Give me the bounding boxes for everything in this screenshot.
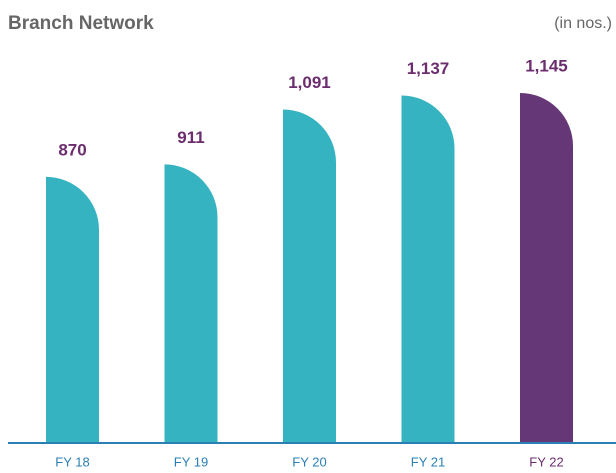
value-label: 870 xyxy=(58,140,86,159)
bar xyxy=(46,176,99,442)
x-tick-label: FY 22 xyxy=(529,454,563,469)
bar xyxy=(164,164,218,442)
x-tick-label: FY 19 xyxy=(174,454,208,469)
x-tick-label: FY 18 xyxy=(55,454,89,469)
value-label: 911 xyxy=(177,128,204,147)
unit-label: (in nos.) xyxy=(554,15,612,32)
value-label: 1,091 xyxy=(288,73,331,92)
x-tick-label: FY 21 xyxy=(411,454,445,469)
value-label: 1,145 xyxy=(525,56,568,75)
x-tick-label: FY 20 xyxy=(292,454,326,469)
bar xyxy=(283,109,336,443)
value-label: 1,137 xyxy=(407,59,450,78)
bar xyxy=(401,95,455,443)
chart-title: Branch Network xyxy=(8,13,154,34)
bar xyxy=(520,93,573,442)
